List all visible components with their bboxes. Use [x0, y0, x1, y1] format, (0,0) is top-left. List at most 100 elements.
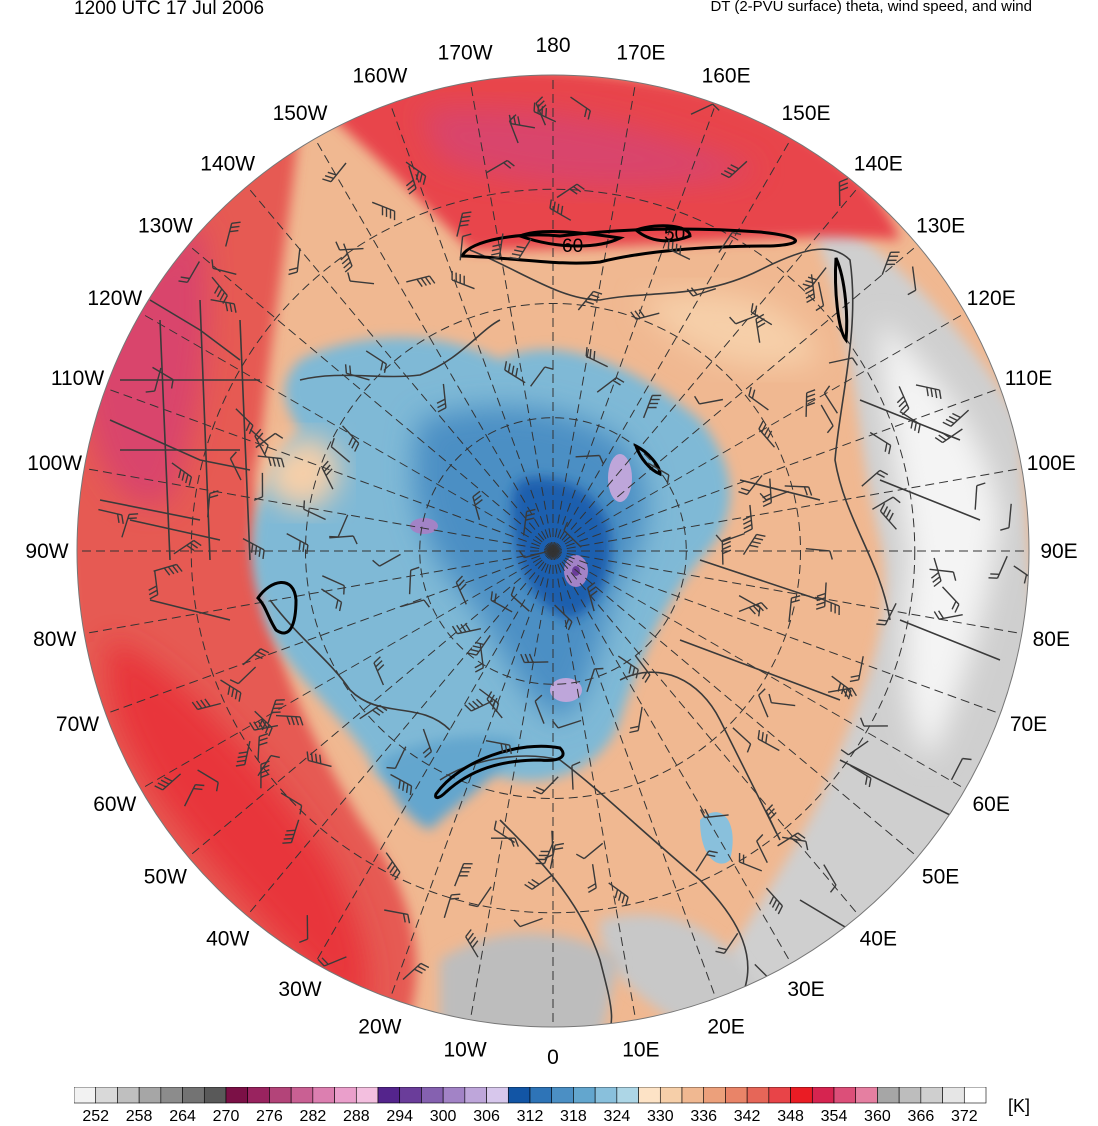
wind-barb: [742, 504, 753, 534]
wind-barb: [171, 462, 193, 486]
colorbar-bin: [399, 1087, 422, 1104]
wind-barb: [275, 714, 304, 726]
colorbar-tick-label: 270: [213, 1108, 240, 1125]
wind-barbs: [98, 96, 1029, 990]
wind-barb: [715, 532, 745, 543]
wind-barb: [373, 656, 385, 686]
longitude-label: 10W: [444, 1038, 487, 1061]
valid-time-label: 1200 UTC 17 Jul 2006: [74, 0, 265, 19]
longitude-label: 20E: [707, 1016, 744, 1039]
wind-barb: [211, 259, 237, 275]
colorbar-tick-label: 300: [430, 1108, 457, 1125]
meridian-line: [469, 550, 554, 1020]
longitude-label: 90E: [1040, 540, 1077, 563]
wind-barb: [286, 532, 309, 554]
meridian-line: [552, 244, 918, 552]
colorbar-bin: [421, 1087, 444, 1104]
colorbar-bin: [573, 1087, 596, 1104]
wind-barb: [820, 404, 834, 434]
wind-barb: [782, 836, 809, 851]
colorbar-tick-label: 294: [386, 1108, 413, 1125]
longitude-label: 40W: [206, 928, 249, 951]
longitude-label: 80W: [33, 628, 76, 651]
wind-barb: [522, 508, 536, 536]
wind-barb: [647, 462, 670, 485]
wind-barb: [755, 313, 766, 343]
wind-barb: [715, 932, 739, 954]
wind-barb: [585, 347, 609, 368]
wind-barb: [788, 595, 801, 623]
wind-barb: [178, 261, 201, 283]
colorbar-tick-label: 366: [908, 1108, 935, 1125]
wind-barb: [630, 309, 660, 320]
wind-barb: [850, 765, 872, 788]
wind-barb: [210, 299, 237, 313]
longitude-label: 150W: [273, 102, 328, 125]
wind-barb: [828, 357, 858, 366]
wind-barb: [634, 655, 651, 683]
colorbar-tick-label: 336: [690, 1108, 717, 1125]
wind-barb: [235, 740, 251, 767]
latitude-circle: [419, 417, 687, 685]
latitude-circle: [190, 188, 916, 914]
wind-barb: [729, 314, 759, 325]
wind-barb: [571, 761, 581, 790]
wind-barb: [385, 852, 401, 881]
wind-barb: [485, 740, 512, 755]
wind-barb: [257, 754, 280, 777]
wind-barb: [121, 513, 139, 538]
wind-barb: [876, 602, 897, 626]
wind-barb: [608, 882, 629, 906]
wind-barb: [456, 211, 472, 237]
colorbar-bin: [790, 1087, 813, 1104]
meridian-line: [140, 312, 554, 552]
colorbar-tick-label: 312: [517, 1108, 544, 1125]
wind-barb: [765, 887, 784, 915]
colorbar-bin: [117, 1087, 140, 1104]
meridian-line: [552, 550, 1022, 635]
wind-barb: [690, 103, 720, 115]
wind-barb: [838, 177, 849, 207]
longitude-label: 100E: [1027, 452, 1076, 475]
wind-barb: [718, 231, 742, 253]
longitude-label: 110E: [1005, 367, 1053, 390]
wind-barb: [732, 727, 752, 753]
colorbar-tick-label: 348: [777, 1108, 804, 1125]
meridian-line: [314, 550, 554, 964]
colorbar-bin: [920, 1087, 943, 1104]
wind-barb: [255, 432, 284, 449]
colorbar-bin: [855, 1087, 878, 1104]
meridian-line: [552, 550, 717, 999]
colorbar: 252 258 264 270 276 282 288 294 300 306 312 318 324 3…: [74, 1087, 987, 1125]
wind-barb: [815, 281, 825, 312]
longitude-label: 100W: [27, 452, 82, 475]
wind-barb: [721, 536, 732, 565]
wind-barb: [765, 804, 777, 834]
wind-barb: [145, 367, 162, 393]
wind-barb: [451, 623, 482, 635]
wind-barb: [530, 366, 554, 387]
colorbar-tick-label: 318: [560, 1108, 587, 1125]
colorbar-bin: [312, 1087, 335, 1104]
wind-barb: [988, 555, 1008, 579]
wind-barb: [340, 243, 353, 273]
wind-barb: [344, 364, 370, 381]
colorbar-bin: [290, 1087, 314, 1104]
colorbar-tick-label: 306: [473, 1108, 500, 1125]
colorbar-tick-label: 282: [300, 1108, 327, 1125]
meridian-line: [552, 387, 1001, 552]
colorbar-tick-label: 276: [256, 1108, 283, 1125]
wind-barb: [805, 389, 816, 417]
wind-barb: [738, 594, 761, 617]
colorbar-bin: [74, 1087, 97, 1104]
colorbar-bin: [963, 1087, 987, 1104]
wind-barb: [371, 201, 396, 221]
longitude-label: 60E: [973, 793, 1010, 816]
meridian-line: [84, 550, 554, 635]
wind-barb: [899, 410, 921, 434]
wind-barb: [915, 384, 942, 400]
wind-barb: [436, 383, 447, 413]
wind-barb: [802, 267, 827, 288]
wind-barb: [934, 428, 963, 444]
meridian-line: [552, 550, 792, 964]
